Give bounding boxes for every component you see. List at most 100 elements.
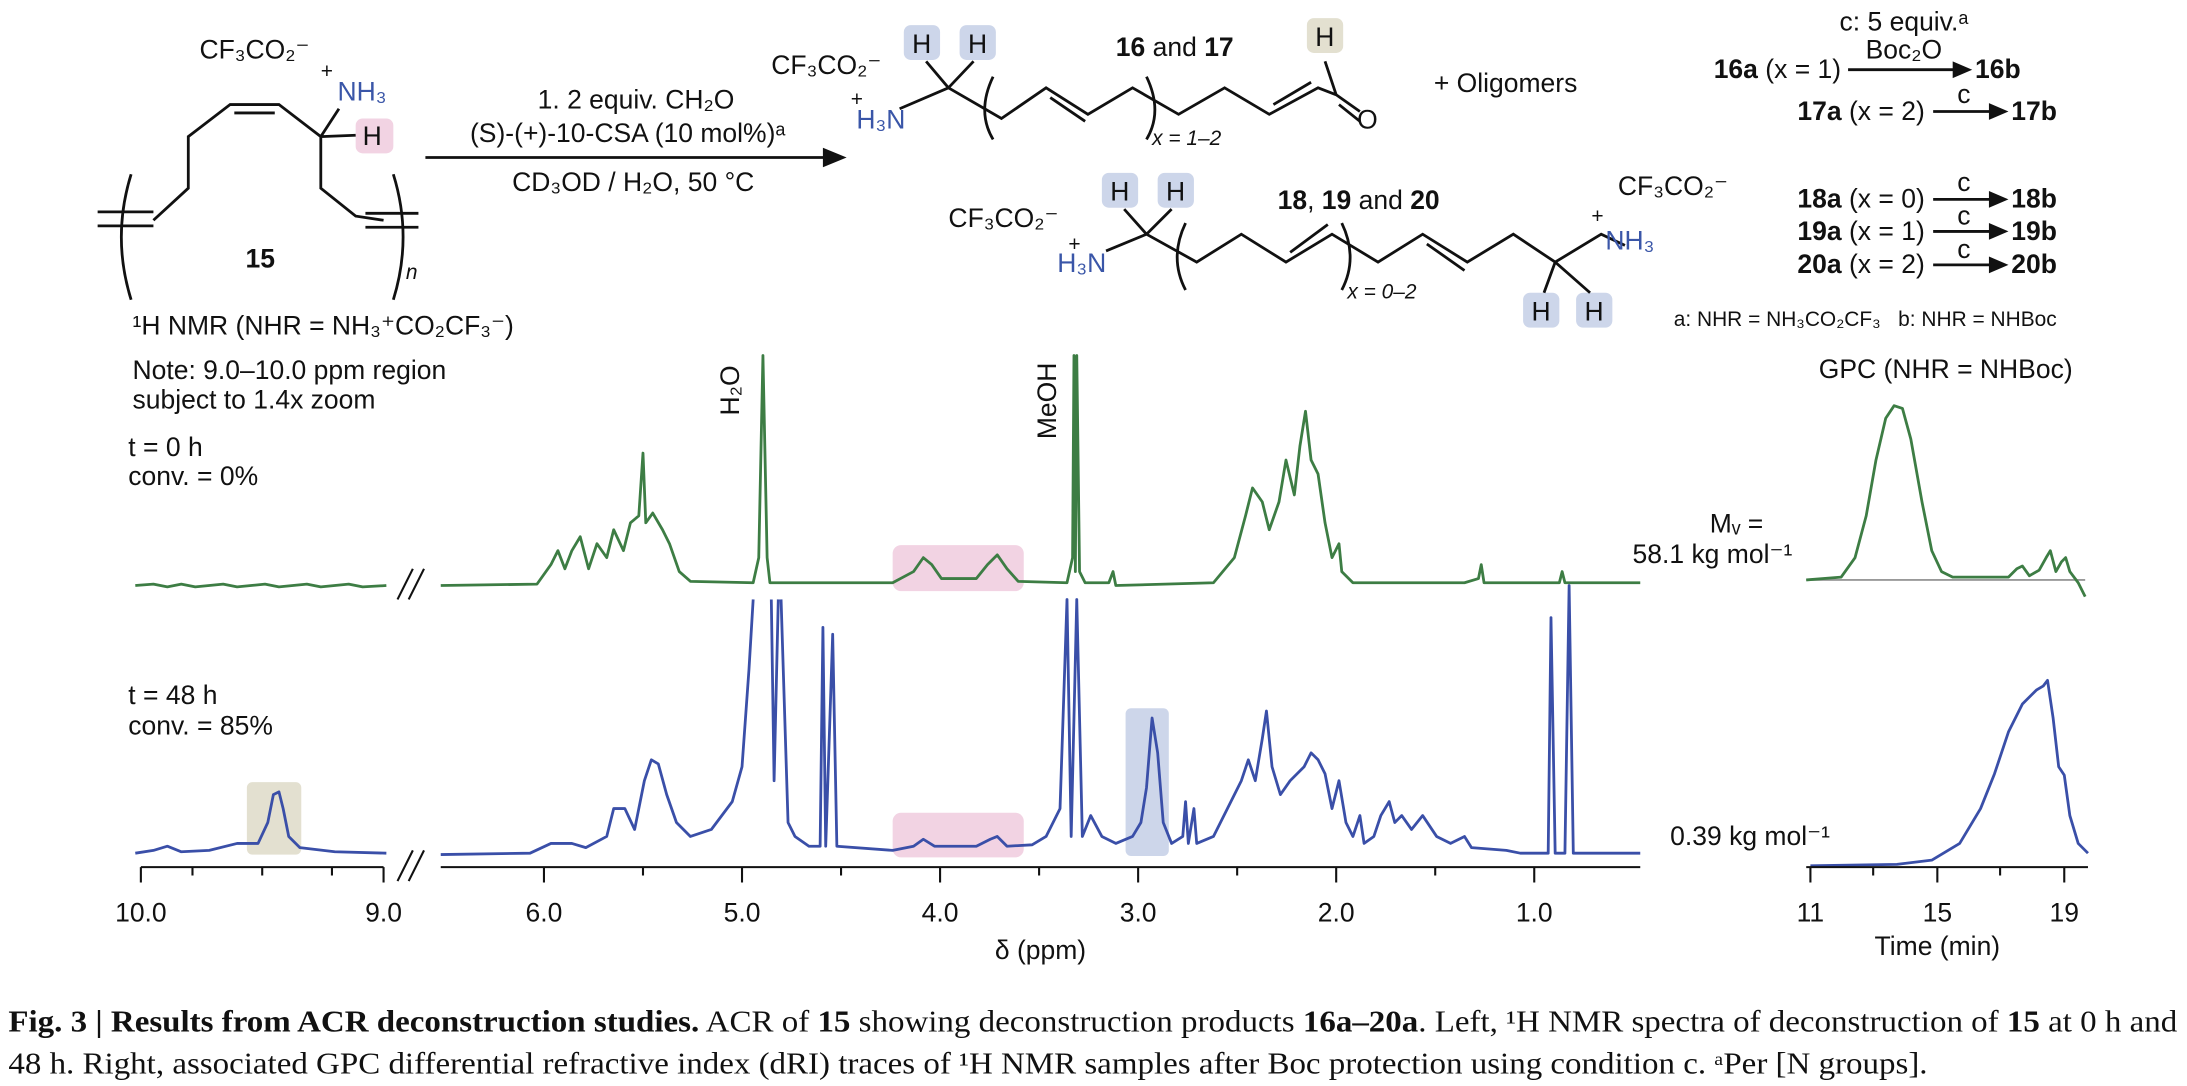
charge: + — [1591, 205, 1603, 228]
h-highlight — [1306, 18, 1344, 53]
hydrogen: H — [1584, 297, 1603, 327]
compound-label: 16 and 17 — [1116, 32, 1234, 62]
h-highlight — [903, 25, 941, 60]
compound: 19a — [1797, 216, 1841, 246]
spectrum-0h-zoom — [135, 582, 387, 589]
reaction-product: 19b — [2011, 216, 2057, 246]
product-aldehyde: CF₃CO₂⁻ + H₃N H H H O 16 and 17 x = 1–2 … — [771, 18, 1577, 150]
hydrogen: H — [1531, 297, 1550, 327]
oligomers: + Oligomers — [1434, 68, 1578, 98]
trace-conversion: conv. = 0% — [128, 461, 258, 491]
compound: 18a — [1797, 184, 1841, 214]
amine: H₃N — [1057, 248, 1106, 278]
x-tick-label: 10.0 — [115, 898, 167, 928]
skeleton — [899, 60, 1361, 123]
gpc-trace-48h — [1810, 678, 2089, 868]
reaction-start: 19a (x = 1) — [1797, 216, 1924, 246]
reaction-start: 20a (x = 2) — [1797, 249, 1924, 279]
highlight — [892, 812, 1024, 858]
count: (x = 2) — [1842, 96, 1925, 126]
legend: a: NHR = NH₃CO₂CF₃ b: NHR = NHBoc — [1674, 308, 2057, 331]
gpc-panel: GPC (NHR = NHBoc) Mᵥ = 58.1 kg mol⁻¹ 0.3… — [1633, 354, 2089, 961]
hydrogen: H — [912, 29, 931, 59]
x-tick-label: 1.0 — [1516, 898, 1553, 928]
axis-break — [396, 568, 425, 882]
caption: Fig. 3 | Results from ACR deconstruction… — [8, 1005, 2177, 1081]
caption-line: Fig. 3 | Results from ACR deconstruction… — [8, 1005, 2177, 1039]
repeat-brackets — [1175, 222, 1352, 291]
reaction-start: 17a (x = 2) — [1797, 96, 1924, 126]
x-axis-label: Time (min) — [1875, 931, 2001, 961]
caption-text: 16a–20a — [1303, 1005, 1418, 1039]
reaction-product: 18b — [2011, 184, 2057, 214]
counterion: CF₃CO₂⁻ — [948, 203, 1058, 233]
charge: + — [1068, 233, 1080, 256]
h-highlight — [1101, 172, 1139, 208]
reaction-start: 16a (x = 1) — [1714, 54, 1841, 84]
counterion: CF₃CO₂⁻ — [1618, 171, 1728, 201]
label-part: , — [1307, 185, 1322, 215]
repeat-index: n — [406, 261, 418, 284]
reagent: c — [1957, 200, 1970, 230]
count: (x = 2) — [1842, 249, 1925, 279]
condition: (S)-(+)-10-CSA (10 mol%)ᵃ — [470, 118, 786, 148]
condition: 1. 2 equiv. CH₂O — [538, 85, 735, 115]
compound: 16a — [1714, 54, 1758, 84]
h-highlight — [1523, 292, 1560, 328]
condition: CD₃OD / H₂O, 50 °C — [512, 167, 754, 197]
mass-label: 58.1 kg mol⁻¹ — [1633, 539, 1793, 569]
hydrogen: H — [968, 29, 987, 59]
reaction-product: 17b — [2011, 96, 2057, 126]
label-part: 19 — [1322, 185, 1351, 215]
x-tick-label: 5.0 — [724, 898, 761, 928]
label-part: and — [1145, 32, 1204, 62]
reactant: CF₃CO₂⁻ + NH₃ H 15 n — [97, 35, 419, 301]
caption-text: showing deconstruction products — [850, 1005, 1302, 1039]
reaction-product: 20b — [2011, 249, 2057, 279]
count: (x = 1) — [1842, 216, 1925, 246]
trace-conversion: conv. = 85% — [128, 711, 273, 741]
repeat-index: x = 0–2 — [1346, 280, 1417, 303]
h-highlight — [355, 118, 394, 154]
caption-text: ACR of — [699, 1005, 817, 1039]
h-highlight — [1157, 172, 1194, 208]
counterion: CF₃CO₂⁻ — [199, 35, 309, 65]
arrow-head — [1988, 190, 2009, 208]
arrow-head — [822, 147, 847, 168]
caption-text: . Left, ¹H NMR spectra of deconstruction… — [1418, 1005, 2007, 1039]
reaction-start: 18a (x = 0) — [1797, 184, 1924, 214]
caption-text: 15 — [817, 1005, 850, 1039]
hydrogen: H — [1315, 22, 1334, 52]
reagent: c — [1957, 167, 1970, 197]
x-axis — [139, 866, 1641, 883]
note: subject to 1.4x zoom — [133, 384, 376, 414]
gpc-trace-0h — [1806, 404, 2087, 598]
spectrum-48h-zoom — [135, 790, 387, 855]
x-tick-label: 4.0 — [922, 898, 959, 928]
amine: H₃N — [856, 104, 905, 134]
caption-text: 15 — [2007, 1005, 2040, 1039]
skeleton — [97, 103, 419, 229]
charge: + — [321, 60, 333, 83]
x-tick-label: 19 — [2050, 898, 2079, 928]
compound-label: 18, 19 and 20 — [1278, 185, 1440, 215]
spectrum-0h — [440, 354, 1641, 587]
reagent: Boc₂O — [1866, 35, 1943, 65]
h-highlight — [1576, 292, 1613, 328]
repeat-brackets — [983, 76, 1157, 141]
h-highlight — [959, 25, 996, 60]
compound-label: 15 — [245, 244, 274, 274]
conditions: 1. 2 equiv. CH₂O (S)-(+)-10-CSA (10 mol%… — [425, 85, 847, 197]
gpc-title: GPC (NHR = NHBoc) — [1819, 354, 2073, 384]
mv-label: Mᵥ = — [1710, 509, 1763, 539]
reagent: c — [1957, 234, 1970, 264]
compound: 17a — [1797, 96, 1841, 126]
peak-label: MeOH — [1032, 363, 1062, 440]
compound: 20a — [1797, 249, 1841, 279]
charge: + — [851, 88, 863, 111]
caption-label: Fig. 3 | Results from ACR deconstruction… — [8, 1005, 699, 1039]
x-tick-label: 2.0 — [1318, 898, 1355, 928]
label-part: 20 — [1410, 185, 1439, 215]
x-axis-label: δ (ppm) — [995, 935, 1086, 965]
amine: NH₃ — [1605, 226, 1654, 256]
